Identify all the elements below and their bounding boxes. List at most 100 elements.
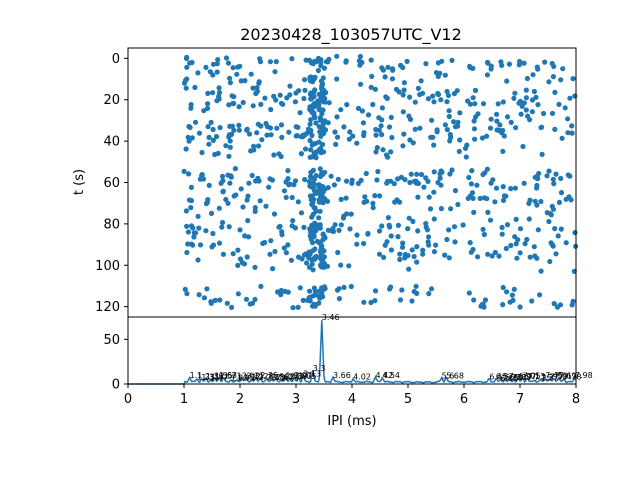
peak-label: 2.56 — [271, 373, 289, 382]
raster-point — [307, 251, 313, 257]
raster-point — [292, 178, 299, 184]
raster-point — [242, 233, 248, 239]
raster-point — [376, 127, 382, 133]
raster-point — [446, 108, 452, 114]
raster-point — [328, 228, 335, 234]
histogram-x-label: IPI (ms) — [327, 414, 376, 429]
raster-point — [546, 79, 552, 85]
raster-point — [512, 234, 518, 240]
raster-point — [196, 292, 202, 298]
peak-label: 7.69 — [559, 372, 577, 381]
raster-point — [550, 74, 557, 80]
raster-point — [238, 186, 244, 192]
raster-point — [460, 222, 466, 228]
raster-point — [509, 292, 515, 298]
raster-point — [518, 111, 524, 117]
raster-point — [189, 135, 195, 141]
raster-point — [219, 219, 226, 226]
raster-point — [538, 198, 544, 205]
raster-point — [415, 194, 421, 200]
raster-point — [313, 208, 319, 214]
raster-point — [308, 169, 314, 175]
raster-point — [268, 106, 274, 113]
raster-point — [215, 57, 221, 63]
raster-point — [372, 298, 378, 304]
raster-point — [300, 297, 306, 303]
raster-point — [267, 251, 273, 257]
peak-label: 1.71 — [224, 372, 242, 381]
raster-point — [362, 194, 368, 200]
raster-point — [457, 110, 463, 116]
raster-point — [389, 76, 395, 82]
raster-point — [445, 92, 452, 99]
raster-point — [217, 297, 223, 303]
raster-point — [250, 85, 256, 91]
raster-point — [255, 143, 262, 149]
raster-point — [523, 87, 529, 93]
raster-point — [550, 206, 557, 212]
raster-point — [360, 120, 366, 126]
raster-point — [570, 298, 576, 304]
raster-point — [361, 299, 367, 305]
peak-label: 1.23 — [197, 373, 215, 382]
raster-point — [472, 87, 479, 93]
raster-point — [447, 171, 453, 177]
raster-point — [214, 98, 220, 104]
raster-point — [397, 251, 403, 257]
raster-point — [504, 78, 510, 84]
raster-point — [572, 93, 578, 99]
raster-point — [533, 94, 539, 100]
raster-point — [433, 242, 439, 248]
raster-point — [220, 251, 226, 257]
raster-point — [500, 302, 506, 308]
raster-point — [220, 178, 226, 184]
raster-point — [402, 255, 408, 261]
raster-point — [300, 132, 306, 138]
raster-point — [420, 247, 426, 253]
raster-point — [263, 120, 269, 127]
raster-point — [465, 98, 471, 104]
raster-point — [375, 168, 381, 175]
peak-label: 5.6 — [442, 371, 455, 380]
raster-point — [414, 259, 420, 265]
raster-point — [273, 59, 279, 65]
raster-point — [302, 87, 308, 93]
raster-point — [395, 234, 401, 240]
raster-point — [420, 251, 426, 257]
peak-label: 1.1 — [190, 371, 203, 380]
raster-point — [555, 233, 561, 239]
raster-point — [184, 64, 190, 70]
raster-point — [295, 124, 301, 130]
raster-point — [558, 226, 564, 232]
raster-point — [312, 246, 318, 252]
raster-y-label: t (s) — [72, 169, 87, 195]
raster-point — [497, 122, 503, 128]
raster-point — [334, 134, 341, 140]
raster-point — [446, 255, 452, 261]
raster-point — [490, 177, 496, 183]
raster-point — [504, 289, 510, 295]
raster-point — [195, 70, 201, 76]
raster-point — [388, 284, 394, 290]
raster-point — [229, 123, 235, 129]
raster-point — [312, 220, 318, 226]
raster-point — [316, 98, 322, 104]
peak-label: 6.57 — [496, 372, 514, 381]
raster-point — [196, 225, 202, 231]
raster-point — [423, 61, 429, 67]
raster-point — [216, 85, 222, 91]
raster-point — [354, 241, 360, 247]
peak-label: 4.54 — [382, 371, 400, 380]
raster-point — [468, 181, 474, 187]
raster-point — [435, 91, 441, 98]
raster-point — [400, 92, 406, 98]
raster-point — [499, 224, 505, 231]
raster-point — [494, 111, 500, 117]
raster-point — [388, 233, 394, 239]
raster-point — [227, 180, 233, 186]
raster-point — [191, 234, 197, 240]
raster-point — [527, 254, 533, 260]
raster-point — [431, 216, 437, 222]
raster-point — [296, 254, 302, 260]
histogram-x-tick-label: 1 — [180, 392, 188, 407]
